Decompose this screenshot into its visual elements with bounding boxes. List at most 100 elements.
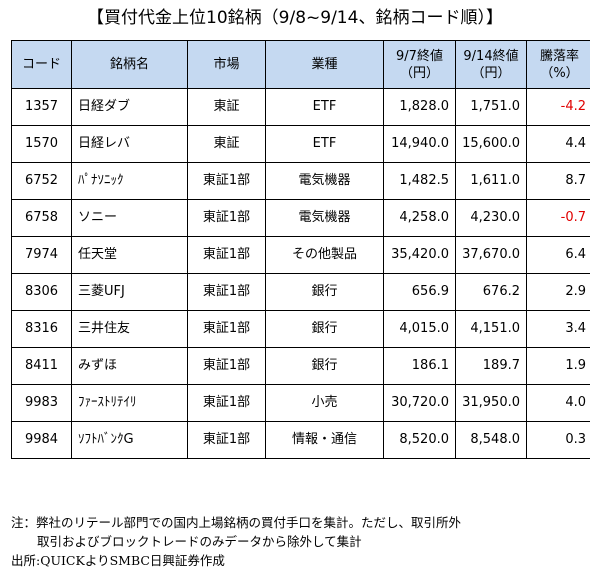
cell-change: -4.2 <box>526 88 590 126</box>
cell-price-prev: 35,420.0 <box>383 236 456 274</box>
cell-code: 6752 <box>11 162 72 200</box>
header-price-prev-unit: （円） <box>399 65 439 81</box>
cell-market: 東証1部 <box>187 236 266 274</box>
cell-price-curr: 1,611.0 <box>455 162 527 200</box>
table-row: 8411 みずほ 東証1部 銀行 186.1 189.7 1.9 <box>11 347 590 385</box>
cell-market: 東証1部 <box>187 421 266 459</box>
footnotes: 注：弊社のリテール部門での国内上場銘柄の買付手口を集計。ただし、取引所外 取引お… <box>11 513 586 570</box>
cell-market: 東証1部 <box>187 347 266 385</box>
cell-price-prev: 186.1 <box>383 347 456 385</box>
cell-code: 8306 <box>11 273 72 311</box>
cell-market: 東証1部 <box>187 273 266 311</box>
cell-industry: 情報・通信 <box>265 421 384 459</box>
table-row: 7974 任天堂 東証1部 その他製品 35,420.0 37,670.0 6.4 <box>11 236 590 274</box>
cell-industry: ETF <box>265 125 384 163</box>
cell-price-prev: 1,482.5 <box>383 162 456 200</box>
cell-name: ﾌｧｰｽﾄﾘﾃｲﾘ <box>71 384 188 422</box>
cell-code: 7974 <box>11 236 72 274</box>
cell-price-curr: 4,230.0 <box>455 199 527 237</box>
cell-change: 3.4 <box>526 310 590 348</box>
cell-code: 8411 <box>11 347 72 385</box>
cell-price-prev: 1,828.0 <box>383 88 456 126</box>
cell-price-prev: 656.9 <box>383 273 456 311</box>
cell-price-curr: 1,751.0 <box>455 88 527 126</box>
cell-industry: 銀行 <box>265 347 384 385</box>
cell-change: 6.4 <box>526 236 590 274</box>
header-industry: 業種 <box>265 40 384 89</box>
cell-price-curr: 189.7 <box>455 347 527 385</box>
cell-price-prev: 4,015.0 <box>383 310 456 348</box>
cell-price-curr: 8,548.0 <box>455 421 527 459</box>
cell-code: 1357 <box>11 88 72 126</box>
table-row: 1570 日経レバ 東証 ETF 14,940.0 15,600.0 4.4 <box>11 125 590 163</box>
cell-name: ﾊﾟﾅｿﾆｯｸ <box>71 162 188 200</box>
source-line: 出所:QUICKよりSMBC日興証券作成 <box>11 553 225 568</box>
header-change: 騰落率 （%） <box>526 40 590 89</box>
header-code: コード <box>11 40 72 89</box>
cell-code: 9983 <box>11 384 72 422</box>
header-price-curr-date: 9/14終値 <box>463 48 519 64</box>
cell-name: ソニー <box>71 199 188 237</box>
cell-market: 東証 <box>187 125 266 163</box>
page-title: 【買付代金上位10銘柄（9/8~9/14、銘柄コード順）】 <box>87 8 503 28</box>
table-row: 9983 ﾌｧｰｽﾄﾘﾃｲﾘ 東証1部 小売 30,720.0 31,950.0 4.0 <box>11 384 590 422</box>
cell-change: 4.4 <box>526 125 590 163</box>
table-row: 9984 ｿﾌﾄﾊﾞﾝｸG 東証1部 情報・通信 8,520.0 8,548.0 0.3 <box>11 421 590 459</box>
cell-market: 東証1部 <box>187 162 266 200</box>
cell-code: 8316 <box>11 310 72 348</box>
cell-industry: 銀行 <box>265 310 384 348</box>
header-market: 市場 <box>187 40 266 89</box>
cell-price-prev: 8,520.0 <box>383 421 456 459</box>
cell-change: 4.0 <box>526 384 590 422</box>
table-row: 6752 ﾊﾟﾅｿﾆｯｸ 東証1部 電気機器 1,482.5 1,611.0 8.7 <box>11 162 590 200</box>
header-change-label: 騰落率 <box>539 48 579 64</box>
cell-change: -0.7 <box>526 199 590 237</box>
cell-industry: 小売 <box>265 384 384 422</box>
note-line-2: 取引およびブロックトレードのみデータから除外して集計 <box>37 534 362 549</box>
cell-market: 東証1部 <box>187 384 266 422</box>
cell-industry: 電気機器 <box>265 199 384 237</box>
cell-name: 三菱UFJ <box>71 273 188 311</box>
cell-change: 8.7 <box>526 162 590 200</box>
cell-name: 三井住友 <box>71 310 188 348</box>
table-header-row: コード 銘柄名 市場 業種 9/7終値 （円） 9/14終値 （円） 騰落率 （… <box>11 40 590 89</box>
table-body: 1357 日経ダブ 東証 ETF 1,828.0 1,751.0 -4.2 1570 日経レバ東… <box>11 88 590 459</box>
cell-price-prev: 30,720.0 <box>383 384 456 422</box>
cell-industry: その他製品 <box>265 236 384 274</box>
cell-industry: 電気機器 <box>265 162 384 200</box>
cell-change: 0.3 <box>526 421 590 459</box>
cell-name: 日経レバ <box>71 125 188 163</box>
cell-price-curr: 15,600.0 <box>455 125 527 163</box>
cell-market: 東証 <box>187 88 266 126</box>
table-row: 1357 日経ダブ 東証 ETF 1,828.0 1,751.0 -4.2 <box>11 88 590 126</box>
cell-change: 1.9 <box>526 347 590 385</box>
header-change-unit: （%） <box>540 65 579 81</box>
cell-price-curr: 31,950.0 <box>455 384 527 422</box>
cell-name: 任天堂 <box>71 236 188 274</box>
cell-name: 日経ダブ <box>71 88 188 126</box>
cell-price-curr: 4,151.0 <box>455 310 527 348</box>
header-price-prev: 9/7終値 （円） <box>383 40 456 89</box>
note-line-1: 注：弊社のリテール部門での国内上場銘柄の買付手口を集計。ただし、取引所外 <box>11 515 462 530</box>
cell-industry: ETF <box>265 88 384 126</box>
header-price-curr-unit: （円） <box>471 65 511 81</box>
header-name: 銘柄名 <box>71 40 188 89</box>
cell-change: 2.9 <box>526 273 590 311</box>
table-row: 6758 ソニー 東証1部 電気機器 4,258.0 4,230.0 -0.7 <box>11 199 590 237</box>
cell-code: 1570 <box>11 125 72 163</box>
cell-name: みずほ <box>71 347 188 385</box>
cell-market: 東証1部 <box>187 310 266 348</box>
cell-name: ｿﾌﾄﾊﾞﾝｸG <box>71 421 188 459</box>
cell-industry: 銀行 <box>265 273 384 311</box>
header-price-curr: 9/14終値 （円） <box>455 40 527 89</box>
cell-price-curr: 37,670.0 <box>455 236 527 274</box>
cell-code: 6758 <box>11 199 72 237</box>
cell-price-curr: 676.2 <box>455 273 527 311</box>
cell-code: 9984 <box>11 421 72 459</box>
header-price-prev-date: 9/7終値 <box>396 48 443 64</box>
ranking-table: コード 銘柄名 市場 業種 9/7終値 （円） 9/14終値 （円） 騰落率 （… <box>11 40 590 459</box>
cell-market: 東証1部 <box>187 199 266 237</box>
table-row: 8316 三井住友 東証1部 銀行 4,015.0 4,151.0 3.4 <box>11 310 590 348</box>
cell-price-prev: 14,940.0 <box>383 125 456 163</box>
table-row: 8306 三菱UFJ 東証1部 銀行 656.9 676.2 2.9 <box>11 273 590 311</box>
